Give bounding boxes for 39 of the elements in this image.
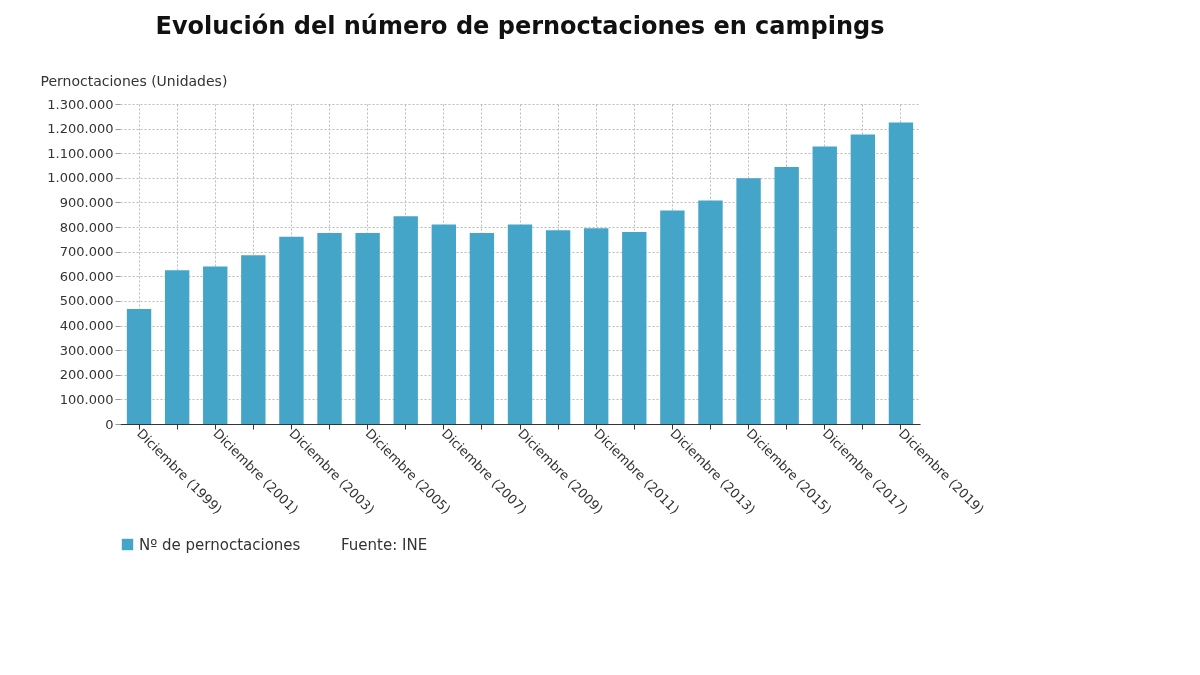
bar	[393, 216, 418, 424]
y-tick-label: 900.000	[59, 194, 114, 210]
y-tick-label: 800.000	[59, 219, 114, 235]
bar	[317, 232, 342, 424]
bar	[279, 236, 304, 424]
y-tick-label: 0	[105, 416, 114, 432]
y-tick-label: 100.000	[59, 391, 114, 407]
bar	[584, 228, 609, 424]
source-note: Fuente: INE	[341, 534, 428, 555]
bar	[888, 122, 914, 424]
bar	[164, 270, 190, 424]
bar	[622, 232, 647, 424]
y-tick-label: 1.100.000	[47, 145, 114, 161]
y-tick-label: 1.000.000	[47, 170, 114, 186]
bar	[431, 224, 456, 424]
bar	[545, 230, 571, 424]
legend-label: Nº de pernoctaciones	[139, 535, 301, 554]
bar	[812, 146, 837, 424]
y-tick-label: 1.300.000	[47, 96, 114, 112]
y-tick-label: 1.200.000	[47, 121, 114, 137]
bar	[241, 255, 266, 424]
bar	[355, 232, 380, 424]
y-tick-label: 500.000	[59, 293, 114, 309]
y-tick-label: 400.000	[59, 318, 114, 334]
y-tick-label: 200.000	[59, 367, 114, 383]
bar	[203, 266, 228, 424]
y-tick-label: 600.000	[59, 268, 114, 284]
bar	[469, 232, 495, 424]
y-tick-label: 700.000	[59, 244, 114, 260]
bar	[774, 167, 799, 424]
bar	[126, 309, 152, 424]
chart-title: Evolución del número de pernoctaciones en campings	[155, 12, 885, 40]
bar	[850, 134, 876, 424]
bar	[698, 200, 723, 424]
y-tick-label: 300.000	[59, 342, 114, 358]
bar	[507, 224, 533, 424]
y-axis-title: Pernoctaciones (Unidades)	[40, 72, 228, 89]
bar	[660, 210, 685, 424]
bar	[736, 178, 761, 424]
